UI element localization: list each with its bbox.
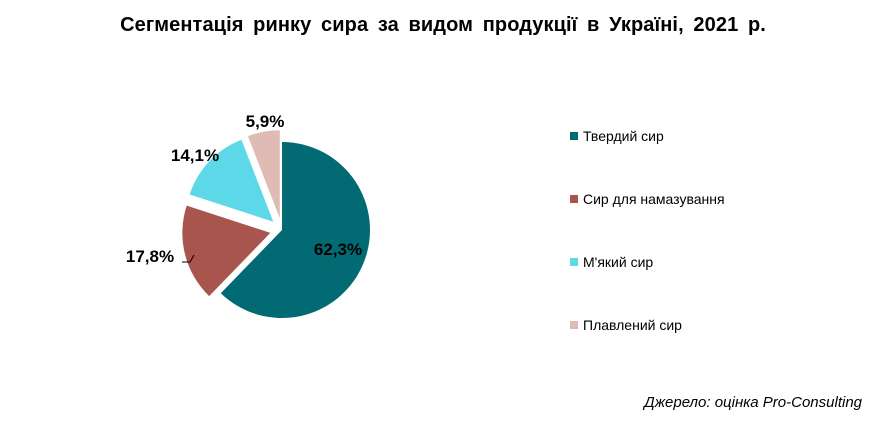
pie-label-0: 62,3% [314, 240, 362, 259]
legend-swatch-1 [570, 195, 578, 203]
legend-item-1: Сир для намазування [570, 191, 725, 254]
legend-item-3: Плавлений сир [570, 317, 725, 380]
pie-slice-2 [189, 139, 274, 222]
pie-slice-3 [247, 130, 280, 219]
leader-line [182, 254, 195, 263]
pie-slice-0 [220, 142, 370, 318]
chart-title: Сегментація ринку сира за видом продукці… [120, 14, 766, 36]
pie-slice-1 [182, 205, 271, 297]
pie-label-1: 17,8% [126, 247, 174, 266]
legend-label-2: М'який сир [583, 254, 654, 270]
legend-label-3: Плавлений сир [583, 317, 682, 333]
legend-label-0: Твердий сир [583, 128, 664, 144]
pie-label-2: 14,1% [171, 146, 219, 165]
pie-slices [182, 130, 370, 318]
pie-labels: 62,3% 17,8% 14,1% 5,9% [126, 112, 362, 266]
legend-swatch-3 [570, 321, 578, 329]
legend-item-2: М'який сир [570, 254, 725, 317]
source-note: Джерело: оцінка Pro-Consulting [644, 394, 862, 411]
legend-swatch-2 [570, 258, 578, 266]
pie-label-3: 5,9% [246, 112, 285, 131]
legend: Твердий сир Сир для намазування М'який с… [570, 128, 725, 380]
legend-item-0: Твердий сир [570, 128, 725, 191]
legend-label-1: Сир для намазування [583, 191, 725, 207]
legend-swatch-0 [570, 132, 578, 140]
